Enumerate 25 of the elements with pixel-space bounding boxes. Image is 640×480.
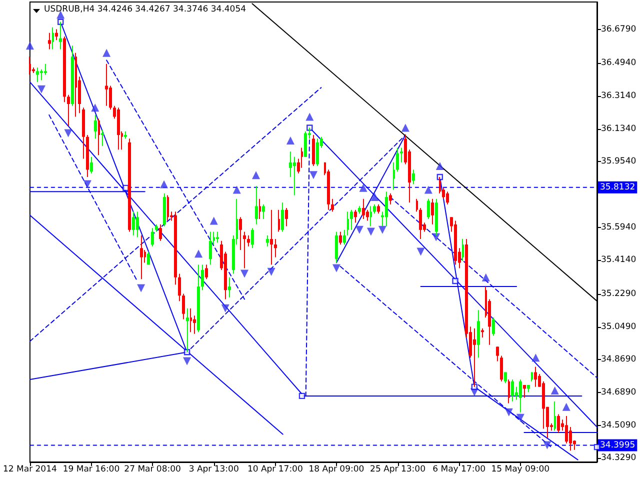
y-tick-label: 36.6790 <box>601 24 636 34</box>
x-tick-label: 12 Mar 2014 <box>3 464 57 474</box>
y-tick-label: 36.1340 <box>601 124 636 134</box>
x-tick-label: 6 May 17:00 <box>432 464 486 474</box>
y-tick-label: 34.6890 <box>601 387 636 398</box>
y-tick-label: 35.5940 <box>601 222 636 232</box>
y-tick-label: 36.3140 <box>601 90 636 101</box>
y-tick-label: 36.4940 <box>601 58 636 68</box>
y-tick-label: 35.4140 <box>601 255 636 266</box>
x-tick-label: 18 Apr 09:00 <box>308 464 364 474</box>
y-tick-label: 35.0490 <box>601 322 636 332</box>
y-tick-label: 34.5090 <box>601 420 636 430</box>
x-tick-label: 10 Apr 17:00 <box>247 464 303 474</box>
ref-line-label: 34.3995 <box>600 440 636 450</box>
x-tick-label: 27 Mar 08:00 <box>124 464 181 474</box>
y-tick-label: 34.8690 <box>601 354 636 365</box>
y-tick-label: 34.3290 <box>601 453 636 464</box>
x-tick-label: 19 Mar 16:00 <box>62 464 120 474</box>
x-tick-label: 15 May 09:00 <box>491 464 550 474</box>
y-tick-label: 35.9540 <box>601 156 636 167</box>
x-tick-label: 25 Apr 13:00 <box>370 464 426 474</box>
x-tick-label: 3 Apr 13:00 <box>188 464 239 474</box>
y-tick-label: 35.2290 <box>601 288 636 299</box>
ref-line-label: 35.8132 <box>600 182 636 192</box>
chart-title: USDRUB,H4 34.4246 34.4267 34.3746 34.4054 <box>44 4 246 14</box>
